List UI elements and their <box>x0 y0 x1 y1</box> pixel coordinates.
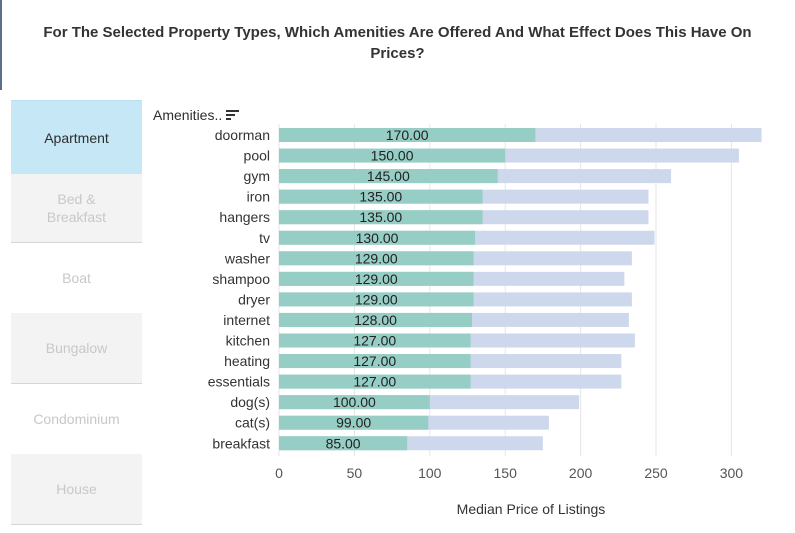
median-bar <box>279 312 473 327</box>
data-label: 99.00 <box>336 415 371 431</box>
data-label: 135.00 <box>359 189 402 205</box>
data-label: 127.00 <box>353 333 396 349</box>
x-tick-label: 50 <box>347 465 363 481</box>
x-tick-label: 0 <box>275 465 283 481</box>
data-label: 127.00 <box>353 374 396 390</box>
x-tick-label: 250 <box>644 465 668 481</box>
data-label: 135.00 <box>359 209 402 225</box>
median-bar <box>279 210 483 225</box>
page-title: For The Selected Property Types, Which A… <box>43 24 752 62</box>
median-bar <box>279 148 506 163</box>
median-bar <box>279 230 476 245</box>
median-bar <box>279 333 471 348</box>
category-label: shampoo <box>212 271 270 287</box>
category-label: doorman <box>215 127 270 143</box>
data-label: 127.00 <box>353 353 396 369</box>
y-axis-header: Amenities.. <box>153 107 240 123</box>
x-axis-title: Median Price of Listings <box>457 501 606 517</box>
median-bar <box>279 395 430 410</box>
category-label: breakfast <box>212 435 270 451</box>
median-bar <box>279 169 498 184</box>
data-label: 100.00 <box>333 394 376 410</box>
median-bar <box>279 415 429 430</box>
median-bar <box>279 436 408 451</box>
filter-divider <box>11 242 142 243</box>
median-bar <box>279 354 471 369</box>
data-label: 150.00 <box>371 148 414 164</box>
median-bar <box>279 374 471 389</box>
y-axis-title: Amenities.. <box>153 107 223 123</box>
category-label: internet <box>223 312 270 328</box>
data-label: 145.00 <box>367 168 410 184</box>
filter-divider <box>11 524 142 525</box>
filter-label-bed-breakfast: Bed & Breakfast <box>46 191 107 225</box>
median-bar <box>279 292 474 307</box>
filter-button-apartment[interactable]: Apartment <box>11 100 142 174</box>
x-tick-label: 150 <box>494 465 518 481</box>
category-label: dog(s) <box>230 394 270 410</box>
data-label: 129.00 <box>355 271 398 287</box>
category-label: tv <box>259 230 270 246</box>
category-label: essentials <box>208 374 270 390</box>
x-tick-label: 100 <box>418 465 442 481</box>
filter-button-condominium[interactable]: Condominium <box>11 384 142 454</box>
data-label: 129.00 <box>355 250 398 266</box>
data-label: 85.00 <box>326 435 361 451</box>
filter-button-bed-breakfast[interactable]: Bed & Breakfast <box>11 174 142 242</box>
sort-icon[interactable] <box>226 109 240 121</box>
median-bar <box>279 128 536 142</box>
category-label: gym <box>244 168 270 184</box>
category-label: pool <box>244 148 270 164</box>
x-tick-label: 300 <box>720 465 744 481</box>
category-label: cat(s) <box>235 415 270 431</box>
median-bar <box>279 271 474 286</box>
window-edge <box>0 0 2 90</box>
filter-button-boat[interactable]: Boat <box>11 243 142 313</box>
category-label: washer <box>224 250 270 266</box>
data-label: 130.00 <box>356 230 399 246</box>
filter-divider <box>11 383 142 384</box>
category-label: heating <box>224 353 270 369</box>
data-label: 129.00 <box>355 291 398 307</box>
filter-button-house[interactable]: House <box>11 454 142 524</box>
category-label: iron <box>247 189 270 205</box>
data-label: 170.00 <box>386 127 429 143</box>
category-label: hangers <box>219 209 270 225</box>
median-bar <box>279 189 483 204</box>
median-bar <box>279 251 474 266</box>
category-label: dryer <box>238 291 270 307</box>
filter-button-bungalow[interactable]: Bungalow <box>11 313 142 383</box>
data-label: 128.00 <box>354 312 397 328</box>
x-tick-label: 200 <box>569 465 593 481</box>
category-label: kitchen <box>226 333 270 349</box>
